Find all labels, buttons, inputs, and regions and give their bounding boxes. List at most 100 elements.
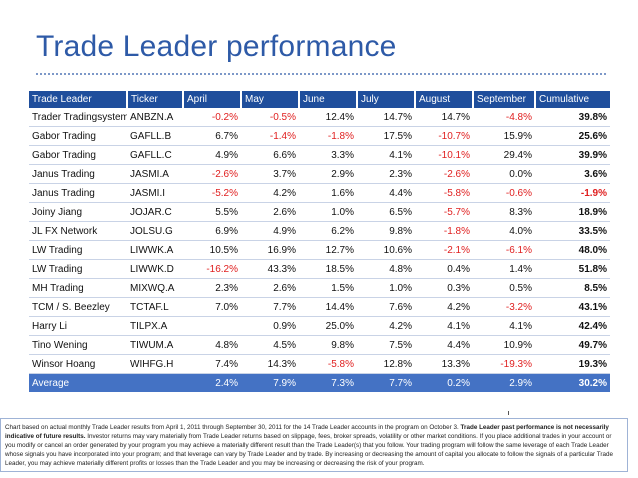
ticker-cell: JOLSU.G — [127, 221, 183, 241]
trade-leader-cell: Janus Trading — [29, 164, 127, 184]
monthly-return-cell: 17.5% — [357, 126, 415, 146]
monthly-return-cell: -6.1% — [473, 240, 535, 260]
trade-leader-cell: Joiny Jiang — [29, 202, 127, 222]
column-header: June — [299, 91, 358, 108]
monthly-return-cell: 5.5% — [183, 202, 241, 222]
trade-leader-cell: Janus Trading — [29, 183, 127, 203]
trade-leader-cell: Gabor Trading — [29, 126, 127, 146]
table-row: Harry Li TILPX.A 0.9% 25.0% 4.2% 4.1% 4.1% 42.4… — [29, 316, 610, 336]
monthly-return-cell: 4.8% — [183, 335, 241, 355]
monthly-return-cell: 0.3% — [415, 278, 473, 298]
monthly-return-cell: 6.6% — [241, 145, 299, 165]
monthly-return-cell: 0.5% — [473, 278, 535, 298]
monthly-return-cell: -5.8% — [299, 354, 357, 374]
column-header: Cumulative — [535, 91, 610, 108]
monthly-return-cell: 1.0% — [299, 202, 357, 222]
monthly-return-cell: 2.3% — [357, 164, 415, 184]
table-row: Janus Trading JASMI.I -5.2% 4.2% 1.6% 4.4% -5.… — [29, 183, 610, 203]
cumulative-cell: 3.6% — [535, 164, 610, 184]
monthly-return-cell: 12.8% — [357, 354, 415, 374]
monthly-return-cell: 4.2% — [241, 183, 299, 203]
table-body: Trader Tradingsystema ANBZN.A -0.2% -0.5% 12… — [29, 108, 610, 392]
monthly-return-cell: 7.6% — [357, 297, 415, 317]
monthly-return-cell: -0.6% — [473, 183, 535, 203]
cumulative-cell: 42.4% — [535, 316, 610, 336]
ticker-cell: TCTAF.L — [127, 297, 183, 317]
ticker-cell: TILPX.A — [127, 316, 183, 336]
column-header: August — [415, 91, 474, 108]
monthly-return-cell: 2.4% — [183, 373, 241, 392]
cumulative-cell: 33.5% — [535, 221, 610, 241]
monthly-return-cell: 43.3% — [241, 259, 299, 279]
cumulative-cell: 18.9% — [535, 202, 610, 222]
cumulative-cell: 48.0% — [535, 240, 610, 260]
cumulative-cell: 51.8% — [535, 259, 610, 279]
monthly-return-cell: 0.2% — [415, 373, 473, 392]
monthly-return-cell: 1.6% — [299, 183, 357, 203]
monthly-return-cell: 6.9% — [183, 221, 241, 241]
monthly-return-cell: -10.7% — [415, 126, 473, 146]
table-row: Trader Tradingsystema ANBZN.A -0.2% -0.5% 12… — [29, 108, 610, 127]
monthly-return-cell: -5.2% — [183, 183, 241, 203]
page-title: Trade Leader performance — [36, 30, 397, 63]
cumulative-cell: 39.8% — [535, 108, 610, 127]
monthly-return-cell: 7.4% — [183, 354, 241, 374]
column-header: April — [183, 91, 242, 108]
cumulative-cell: 30.2% — [535, 373, 610, 392]
monthly-return-cell: -2.6% — [183, 164, 241, 184]
trade-leader-cell: LW Trading — [29, 240, 127, 260]
table-row: Gabor Trading GAFLL.C 4.9% 6.6% 3.3% 4.1% -10.… — [29, 145, 610, 165]
monthly-return-cell: 1.0% — [357, 278, 415, 298]
monthly-return-cell: 9.8% — [357, 221, 415, 241]
monthly-return-cell: 14.7% — [415, 108, 473, 127]
monthly-return-cell: 15.9% — [473, 126, 535, 146]
monthly-return-cell: 4.4% — [415, 335, 473, 355]
column-header: Trade Leader — [29, 91, 128, 108]
cumulative-cell: 8.5% — [535, 278, 610, 298]
trade-leader-cell: MH Trading — [29, 278, 127, 298]
ticker-cell: ANBZN.A — [127, 108, 183, 127]
trade-leader-cell: Harry Li — [29, 316, 127, 336]
trade-leader-cell: Tino Wening — [29, 335, 127, 355]
monthly-return-cell: -0.5% — [241, 108, 299, 127]
monthly-return-cell: -0.2% — [183, 108, 241, 127]
monthly-return-cell: 0.9% — [241, 316, 299, 336]
monthly-return-cell: -10.1% — [415, 145, 473, 165]
table-row: Gabor Trading GAFLL.B 6.7% -1.4% -1.8% 17.5% -… — [29, 126, 610, 146]
monthly-return-cell: 25.0% — [299, 316, 357, 336]
monthly-return-cell: -5.7% — [415, 202, 473, 222]
monthly-return-cell: 2.6% — [241, 202, 299, 222]
monthly-return-cell: 6.2% — [299, 221, 357, 241]
monthly-return-cell: 29.4% — [473, 145, 535, 165]
monthly-return-cell: 6.7% — [183, 126, 241, 146]
monthly-return-cell: 14.4% — [299, 297, 357, 317]
ticker-cell: LIWWK.D — [127, 259, 183, 279]
monthly-return-cell: -16.2% — [183, 259, 241, 279]
monthly-return-cell: 7.9% — [241, 373, 299, 392]
monthly-return-cell: 2.3% — [183, 278, 241, 298]
ticker-cell: GAFLL.B — [127, 126, 183, 146]
ticker-cell: JOJAR.C — [127, 202, 183, 222]
monthly-return-cell: -1.4% — [241, 126, 299, 146]
ticker-cell: GAFLL.C — [127, 145, 183, 165]
monthly-return-cell: 1.5% — [299, 278, 357, 298]
table-row: LW Trading LIWWK.D -16.2% 43.3% 18.5% 4.8% 0.4… — [29, 259, 610, 279]
monthly-return-cell: -2.1% — [415, 240, 473, 260]
table-row: TCM / S. Beezley TCTAF.L 7.0% 7.7% 14.4% 7.6%… — [29, 297, 610, 317]
column-header: July — [357, 91, 416, 108]
monthly-return-cell: 0.4% — [415, 259, 473, 279]
monthly-return-cell: 9.8% — [299, 335, 357, 355]
ticker-cell: TIWUM.A — [127, 335, 183, 355]
trade-leader-cell: TCM / S. Beezley — [29, 297, 127, 317]
column-header: September — [473, 91, 536, 108]
monthly-return-cell: 12.7% — [299, 240, 357, 260]
monthly-return-cell: 8.3% — [473, 202, 535, 222]
trade-leader-cell: JL FX Network — [29, 221, 127, 241]
monthly-return-cell: 7.0% — [183, 297, 241, 317]
average-label: Average — [29, 373, 127, 392]
footnote-text-part2: Investor returns may vary materially fro… — [5, 432, 614, 467]
monthly-return-cell: -1.8% — [415, 221, 473, 241]
monthly-return-cell: 2.9% — [473, 373, 535, 392]
monthly-return-cell: 10.5% — [183, 240, 241, 260]
monthly-return-cell: -4.8% — [473, 108, 535, 127]
